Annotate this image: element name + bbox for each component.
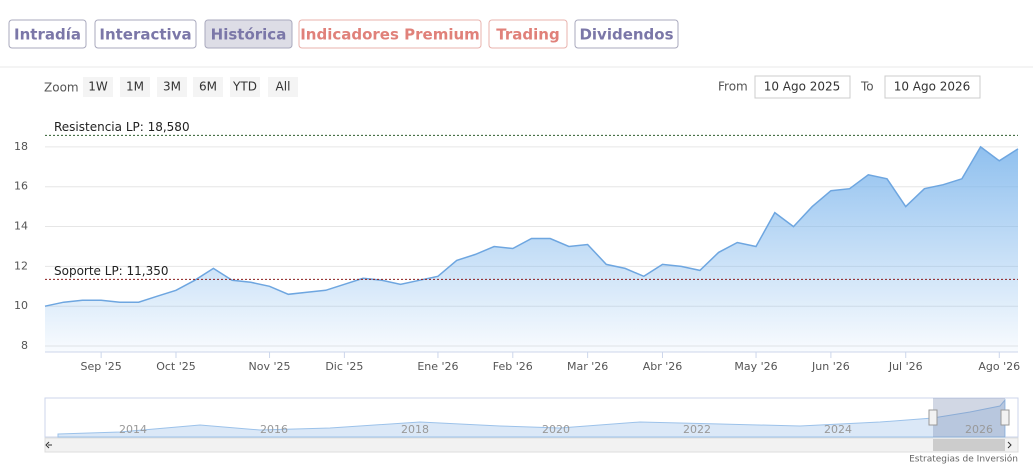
x-tick-label: Nov '25 xyxy=(249,360,291,373)
navigator-year: 2014 xyxy=(119,423,147,436)
x-tick-label: Sep '25 xyxy=(81,360,122,373)
navigator-year: 2026 xyxy=(965,423,993,436)
x-tick-label: Jun '26 xyxy=(811,360,850,373)
from-label: From xyxy=(718,80,748,94)
x-tick-label: Dic '25 xyxy=(325,360,363,373)
zoom-button[interactable] xyxy=(268,77,298,97)
navigator-year: 2022 xyxy=(683,423,711,436)
x-tick-label: May '26 xyxy=(734,360,777,373)
area-fill xyxy=(45,146,1018,352)
tab-label[interactable]: Indicadores Premium xyxy=(300,26,480,44)
x-tick-label: Mar '26 xyxy=(567,360,608,373)
y-tick-label: 12 xyxy=(14,259,28,272)
zoom-label: Zoom xyxy=(44,81,79,95)
x-tick-label: Abr '26 xyxy=(643,360,683,373)
zoom-button-label[interactable]: 1W xyxy=(88,80,108,94)
navigator-year: 2020 xyxy=(542,423,570,436)
tab-button[interactable] xyxy=(204,19,293,49)
x-tick-label: Feb '26 xyxy=(493,360,533,373)
tab-label[interactable]: Intradía xyxy=(14,26,81,44)
zoom-button-label[interactable]: 6M xyxy=(199,80,217,94)
zoom-button[interactable] xyxy=(120,77,150,97)
navigator-series xyxy=(57,398,1006,438)
from-value[interactable]: 10 Ago 2025 xyxy=(764,80,841,94)
zoom-button[interactable] xyxy=(230,77,260,97)
zoom-button-label[interactable]: All xyxy=(276,80,291,94)
zoom-button[interactable] xyxy=(83,77,113,97)
zoom-button-label[interactable]: 1M xyxy=(126,80,144,94)
reference-label: Soporte LP: 11,350 xyxy=(54,264,169,278)
navigator xyxy=(44,397,1019,453)
x-tick-label: Oct '25 xyxy=(156,360,196,373)
tab-button[interactable] xyxy=(298,19,482,49)
navigator-year: 2024 xyxy=(824,423,852,436)
navigator-handle[interactable] xyxy=(928,409,938,426)
x-tick-label: Jul '26 xyxy=(888,360,923,373)
tab-button[interactable] xyxy=(8,19,87,49)
tab-label[interactable]: Histórica xyxy=(211,26,287,44)
to-label: To xyxy=(860,80,874,94)
tab-label[interactable]: Interactiva xyxy=(99,26,191,44)
scrollbar-thumb[interactable] xyxy=(933,439,1005,451)
to-value[interactable]: 10 Ago 2026 xyxy=(894,80,971,94)
navigator-year: 2016 xyxy=(260,423,288,436)
navigator-handle[interactable] xyxy=(1000,409,1010,426)
zoom-button[interactable] xyxy=(193,77,223,97)
y-tick-label: 10 xyxy=(14,299,28,312)
navigator-mask xyxy=(933,398,1005,437)
zoom-button-label[interactable]: 3M xyxy=(163,80,181,94)
tab-label[interactable]: Trading xyxy=(496,26,559,44)
credit: Estrategias de Inversión xyxy=(909,454,1018,465)
y-tick-label: 14 xyxy=(14,220,28,233)
scroll-right[interactable] xyxy=(1007,441,1012,449)
from-input[interactable] xyxy=(754,75,851,99)
y-tick-label: 8 xyxy=(21,339,28,352)
navigator-year: 2018 xyxy=(401,423,429,436)
tab-label[interactable]: Dividendos xyxy=(579,26,673,44)
zoom-button-label[interactable]: YTD xyxy=(232,80,257,94)
zoom-button[interactable] xyxy=(157,77,187,97)
price-line xyxy=(44,145,1019,307)
tab-button[interactable] xyxy=(488,19,568,49)
x-tick-label: Ago '26 xyxy=(978,360,1020,373)
scroll-left[interactable] xyxy=(45,441,52,449)
x-tick-label: Ene '26 xyxy=(417,360,458,373)
y-tick-label: 18 xyxy=(14,140,28,153)
y-tick-label: 16 xyxy=(14,180,28,193)
tab-button[interactable] xyxy=(574,19,679,49)
to-input[interactable] xyxy=(884,75,981,99)
reference-label: Resistencia LP: 18,580 xyxy=(54,120,190,134)
scrollbar[interactable] xyxy=(44,437,1019,453)
tab-button[interactable] xyxy=(94,19,197,49)
